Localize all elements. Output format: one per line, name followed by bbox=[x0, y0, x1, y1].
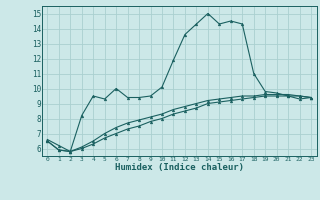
X-axis label: Humidex (Indice chaleur): Humidex (Indice chaleur) bbox=[115, 163, 244, 172]
